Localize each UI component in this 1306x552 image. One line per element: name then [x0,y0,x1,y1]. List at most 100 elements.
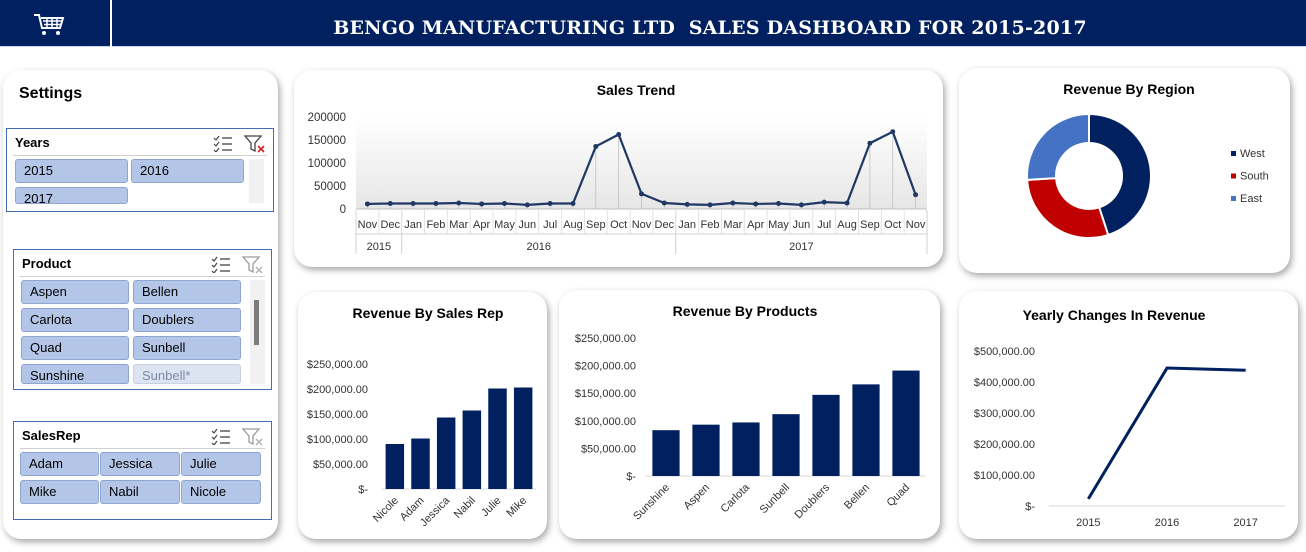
bar-doublers [812,394,840,476]
bar-bellen [852,384,880,476]
multi-select-icon[interactable] [210,255,232,273]
year-group-label: 2015 [367,241,391,253]
y-tick-label: $500,000.00 [974,346,1035,358]
data-point [547,200,553,206]
data-point [479,201,485,207]
data-point [776,200,782,206]
bar-jessica [436,417,456,489]
legend-label: East [1240,193,1262,205]
month-label: Jun [518,219,536,231]
y-tick-label: $- [626,471,636,483]
yearly-changes-card: Yearly Changes In Revenue $- $100,000.00 $… [959,291,1298,539]
filter-icon[interactable] [242,255,264,275]
product-item-doublers[interactable]: Doublers [133,308,241,332]
data-point [844,200,850,206]
legend-label: South [1240,171,1269,183]
y-tick-label: $50,000.00 [581,443,636,455]
data-point [570,200,576,206]
data-point [890,129,896,135]
revenue-by-region-card: Revenue By Region West South East [959,68,1290,273]
category-label: Aspen [682,482,713,513]
y-tick-label: $100,000.00 [307,434,368,446]
logo-box [0,0,112,47]
category-label: Julie [479,495,503,519]
month-label: Nov [358,219,378,231]
bar-sunbell [772,414,800,476]
product-scrollbar-thumb[interactable] [254,300,259,345]
y-tick-label: $100,000.00 [575,416,636,428]
legend-label: West [1240,148,1265,160]
years-item-2016[interactable]: 2016 [131,159,244,183]
data-point [387,200,393,206]
salesrep-item-julie[interactable]: Julie [181,452,261,476]
product-item-sunshine[interactable]: Sunshine [21,364,129,384]
category-label: Bellen [842,482,872,512]
product-item-sunbell-star[interactable]: Sunbell* [133,364,241,384]
salesrep-item-mike[interactable]: Mike [20,480,99,504]
y-tick-label: $250,000.00 [307,359,368,371]
y-tick-label: $300,000.00 [974,408,1035,420]
product-item-aspen[interactable]: Aspen [21,280,129,304]
data-point [616,131,622,137]
data-point [798,202,804,208]
bar-mike [513,387,533,489]
data-point [456,200,462,206]
y-tick-label: $- [358,484,368,496]
category-label: Carlota [719,481,753,515]
multi-select-icon[interactable] [210,427,232,445]
revenue-by-rep-card: Revenue By Sales Rep $- $50,000.00 $100,00… [298,292,547,539]
year-group-label: 2017 [789,241,813,253]
dashboard-title: BENGO MANUFACTURING LTD SALES DASHBOARD … [333,17,1087,39]
month-label: Feb [426,219,445,231]
years-item-2017[interactable]: 2017 [15,187,128,204]
y-tick-label: $100,000.00 [974,470,1035,482]
salesrep-item-nicole[interactable]: Nicole [181,480,261,504]
revenue-by-products-card: Revenue By Products $- $50,000.00 $100,000… [559,290,940,539]
product-item-sunbell[interactable]: Sunbell [133,336,241,360]
y-tick-label: $250,000.00 [575,333,636,345]
data-point [661,200,667,206]
data-point [524,202,530,208]
category-label: Quad [885,482,913,510]
month-label: Mar [723,219,742,231]
y-tick-label: $- [1025,501,1035,513]
salesrep-item-adam[interactable]: Adam [20,452,99,476]
month-label: Aug [837,219,857,231]
years-scrollbar[interactable] [249,159,264,203]
category-label: Jessica [418,494,453,529]
multi-select-icon[interactable] [212,134,234,152]
category-label: Sunshine [631,482,672,523]
month-label: Dec [655,219,675,231]
salesrep-slicer-title: SalesRep [22,428,81,443]
x-tick-label: 2016 [1155,517,1179,529]
filter-icon[interactable] [242,427,264,447]
product-item-quad[interactable]: Quad [21,336,129,360]
month-label: Sep [586,219,606,231]
salesrep-item-nabil[interactable]: Nabil [100,480,180,504]
dashboard-header: BENGO MANUFACTURING LTD SALES DASHBOARD … [0,0,1306,47]
y-tick-label: $150,000.00 [307,409,368,421]
data-point [821,199,827,205]
category-label: Doublers [793,481,833,521]
y-tick-label: 50000 [314,181,346,193]
bar-carlota [732,422,760,476]
category-label: Nabil [452,495,478,521]
legend-swatch [1231,151,1236,156]
month-label: Jul [543,219,557,231]
data-point [364,201,370,207]
month-label: Apr [473,219,490,231]
month-label: May [494,219,515,231]
years-slicer: Years 2015 2016 2017 [6,128,274,212]
product-item-carlota[interactable]: Carlota [21,308,129,332]
month-label: Oct [610,219,627,231]
product-slicer: Product Aspen Bellen Carlota Doublers Qu… [13,249,272,390]
data-point [433,200,439,206]
region-title: Revenue By Region [1063,81,1194,97]
clear-filter-icon[interactable] [244,134,266,154]
product-item-bellen[interactable]: Bellen [133,280,241,304]
donut-slice-east [1026,112,1090,181]
data-point [410,200,416,206]
years-item-2015[interactable]: 2015 [15,159,128,183]
month-label: Jun [793,219,811,231]
salesrep-item-jessica[interactable]: Jessica [100,452,180,476]
